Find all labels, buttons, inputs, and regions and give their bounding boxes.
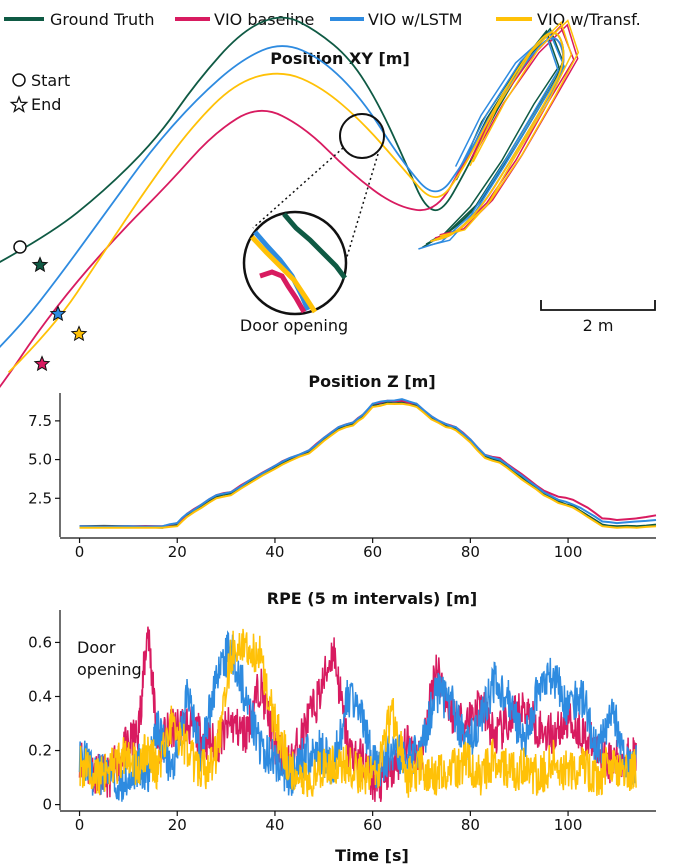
rpe-door-label-line2: opening <box>77 660 142 679</box>
rpe-plot-title: RPE (5 m intervals) [m] <box>267 589 477 608</box>
end-label: End <box>31 95 61 114</box>
z-axes: 0 20 40 60 80 100 2.5 5.0 7.5 <box>28 393 656 561</box>
z-line-vio-baseline <box>79 399 657 528</box>
z-line-ground-truth <box>79 400 657 529</box>
x-tick-label: 60 <box>363 543 382 561</box>
y-tick-label: 0.2 <box>28 742 52 760</box>
xy-loop-vio-baseline-1 <box>439 23 579 236</box>
zoom-path-ground-truth <box>282 212 347 280</box>
xy-loop-vio-w-transf-1 <box>439 19 580 237</box>
xy-loop-vio-w-lstm-1 <box>418 33 560 250</box>
y-tick-label: 0.4 <box>28 687 52 705</box>
rpe-series <box>78 626 637 803</box>
zoom-path-vio-transf <box>250 235 318 314</box>
end-marker-vio-w-lstm <box>49 305 67 322</box>
y-tick-label: 0.6 <box>28 633 52 651</box>
xy-loop-vio-w-lstm-0 <box>426 30 566 247</box>
x-tick-label: 0 <box>75 816 85 834</box>
x-tick-label: 60 <box>363 816 382 834</box>
scale-bar-label: 2 m <box>583 316 614 335</box>
x-tick-label: 100 <box>554 816 583 834</box>
rpe-line-vio-baseline <box>78 626 637 803</box>
x-tick-label: 20 <box>168 816 187 834</box>
zoom-path-vio-baseline <box>259 269 307 314</box>
x-tick-label: 20 <box>168 543 187 561</box>
end-marker-vio-baseline <box>33 355 51 372</box>
xy-loop-vio-baseline-0 <box>434 24 575 239</box>
start-label: Start <box>31 71 70 90</box>
zoom-connector-left <box>252 147 344 229</box>
door-opening-label: Door opening <box>240 316 348 335</box>
z-plot-title: Position Z [m] <box>308 372 435 391</box>
xy-trajectories <box>0 16 580 389</box>
end-markers <box>31 256 88 372</box>
rpe-line-vio-w-transf <box>79 628 637 798</box>
y-tick-label: 7.5 <box>28 412 52 430</box>
end-marker-ground-truth <box>31 256 49 273</box>
end-marker-legend-icon <box>9 95 29 113</box>
y-tick-label: 0 <box>42 796 52 814</box>
scale-bar: 2 m <box>540 300 656 335</box>
x-tick-label: 0 <box>75 543 85 561</box>
legend-label-ground-truth: Ground Truth <box>50 10 155 29</box>
start-marker-legend-icon <box>12 73 26 87</box>
marker-legend: Start End <box>9 71 70 114</box>
start-marker <box>13 240 27 254</box>
rpe-axes: 0 20 40 60 80 100 0 0.2 0.4 0.6 <box>28 610 656 834</box>
legend-label-vio-lstm: VIO w/LSTM <box>368 10 462 29</box>
xy-plot-title: Position XY [m] <box>270 49 410 68</box>
x-tick-label: 40 <box>265 816 284 834</box>
z-line-vio-w-transf <box>79 402 657 529</box>
rpe-xlabel: Time [s] <box>335 846 409 865</box>
x-tick-label: 100 <box>554 543 583 561</box>
legend-label-vio-transf: VIO w/Transf. <box>537 10 641 29</box>
scale-bar-line <box>540 300 656 311</box>
x-tick-label: 40 <box>265 543 284 561</box>
x-tick-label: 80 <box>461 816 480 834</box>
legend-label-vio-baseline: VIO baseline <box>214 10 314 29</box>
y-tick-label: 5.0 <box>28 451 52 469</box>
xy-loop-ground-truth-0 <box>425 27 565 245</box>
zoom-connector-right <box>342 153 379 271</box>
door-zoom-callout: Door opening <box>240 113 385 335</box>
legend: Ground Truth VIO baseline VIO w/LSTM VIO… <box>4 10 641 29</box>
door-zoom-lens <box>242 210 348 316</box>
xy-line-vio-w-transf <box>7 31 565 374</box>
z-series <box>79 398 657 529</box>
z-line-vio-w-lstm <box>79 398 657 528</box>
end-marker-vio-w-transf <box>70 325 88 342</box>
rpe-door-label-line1: Door <box>77 638 116 657</box>
zoom-path-vio-lstm <box>253 230 311 311</box>
xy-loop-ground-truth-1 <box>421 29 560 249</box>
y-tick-label: 2.5 <box>28 489 52 507</box>
rpe-line-vio-w-lstm <box>78 630 637 802</box>
xy-loop-vio-w-transf-0 <box>433 21 573 241</box>
x-tick-label: 80 <box>461 543 480 561</box>
door-zoom-source-circle <box>339 113 385 159</box>
